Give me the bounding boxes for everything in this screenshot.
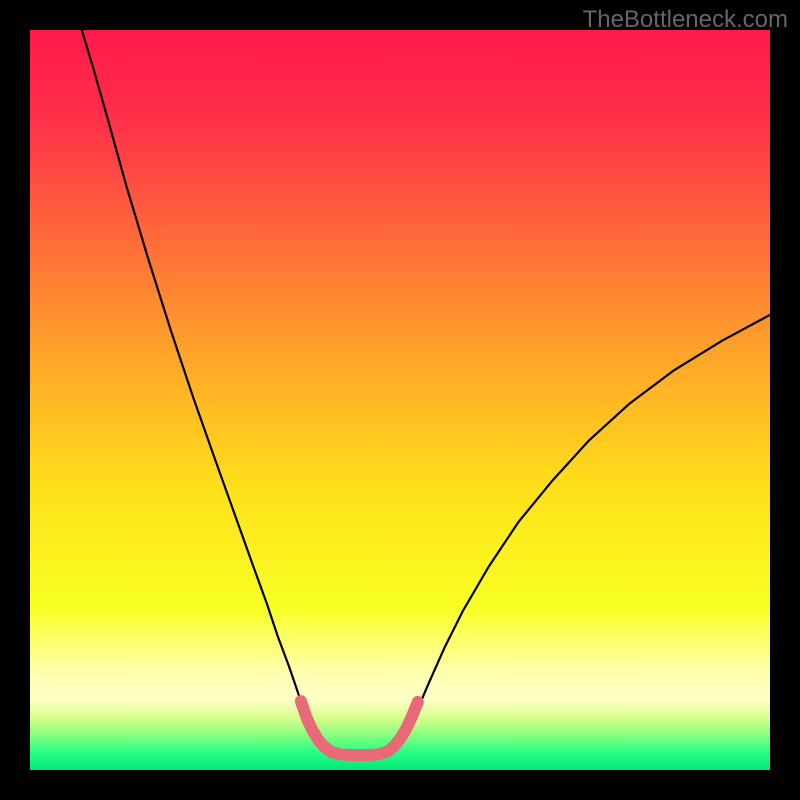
plot-area <box>30 30 770 770</box>
stage: TheBottleneck.com <box>0 0 800 800</box>
bottleneck-curve <box>82 30 770 758</box>
sweet-spot-marker <box>301 701 418 755</box>
curve-layer <box>30 30 770 770</box>
watermark-text: TheBottleneck.com <box>583 6 788 34</box>
